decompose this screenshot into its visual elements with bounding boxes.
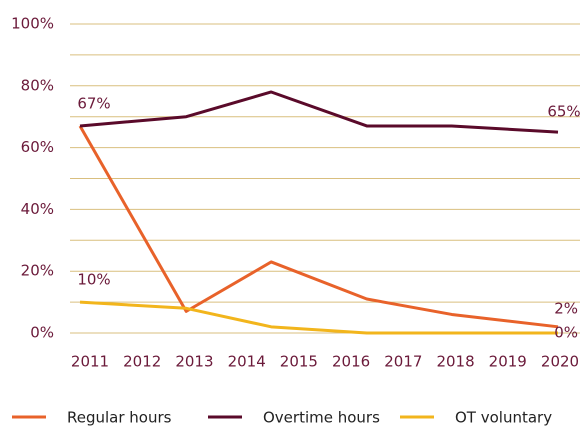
y-tick-label: 60%: [21, 138, 54, 156]
data-label: 65%: [547, 103, 580, 121]
y-tick-label: 20%: [21, 262, 54, 280]
line-series: [78, 125, 559, 329]
x-tick-label: 2014: [228, 353, 266, 371]
y-tick-label: 80%: [21, 76, 54, 94]
x-tick-label: 2017: [384, 353, 422, 371]
y-tick-label: 0%: [30, 324, 54, 342]
line-series: [79, 300, 558, 335]
legend-label: OT voluntary: [455, 409, 552, 427]
x-tick-label: 2020: [541, 353, 579, 371]
data-label: 10%: [77, 271, 110, 289]
x-tick-label: 2012: [123, 353, 161, 371]
legend-label: Overtime hours: [263, 409, 380, 427]
y-tick-label: 40%: [21, 200, 54, 218]
x-tick-label: 2015: [280, 353, 318, 371]
data-label: 2%: [554, 299, 578, 317]
data-label: 67%: [77, 94, 110, 112]
x-tick-label: 2016: [332, 353, 370, 371]
y-tick-label: 100%: [11, 15, 54, 33]
x-tick-label: 2013: [175, 353, 213, 371]
x-tick-label: 2019: [489, 353, 527, 371]
legend-label: Regular hours: [67, 409, 172, 427]
data-label: 0%: [554, 324, 578, 342]
line-series: [79, 90, 559, 134]
x-tick-label: 2011: [71, 353, 109, 371]
x-tick-label: 2018: [436, 353, 474, 371]
